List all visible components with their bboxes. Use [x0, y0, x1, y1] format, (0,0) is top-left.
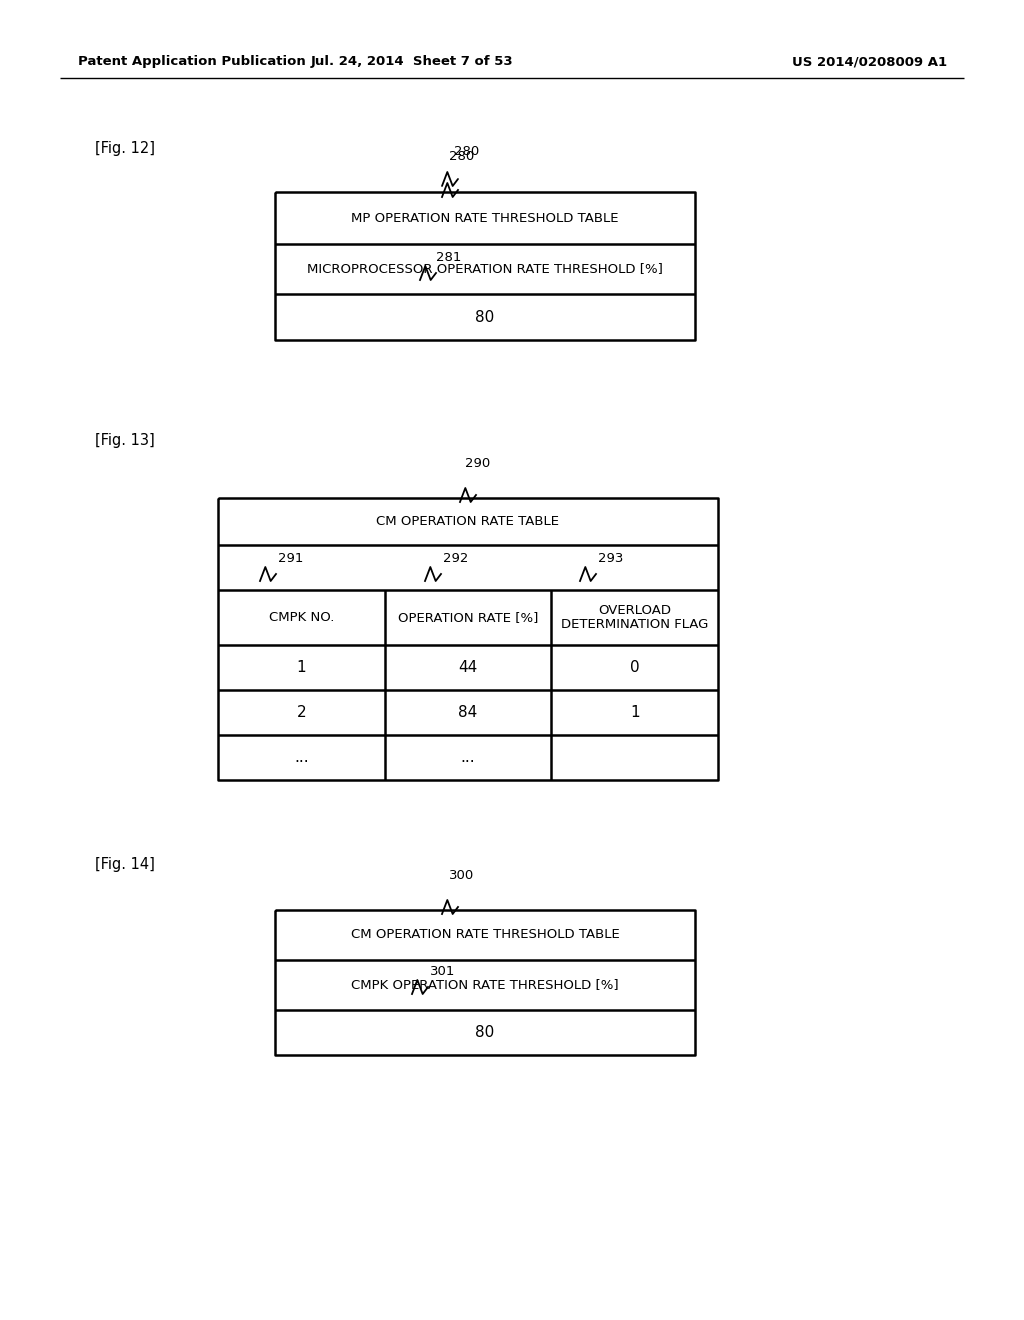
Text: [Fig. 12]: [Fig. 12]: [95, 140, 155, 156]
Text: 1: 1: [297, 660, 306, 675]
Text: 300: 300: [450, 869, 475, 882]
Text: 80: 80: [475, 309, 495, 325]
Text: CMPK NO.: CMPK NO.: [268, 611, 334, 624]
Text: CM OPERATION RATE TABLE: CM OPERATION RATE TABLE: [377, 515, 559, 528]
Text: 280: 280: [455, 145, 479, 158]
Text: CMPK OPERATION RATE THRESHOLD [%]: CMPK OPERATION RATE THRESHOLD [%]: [351, 978, 618, 991]
Text: [Fig. 13]: [Fig. 13]: [95, 433, 155, 447]
Text: 301: 301: [430, 965, 456, 978]
Text: Patent Application Publication: Patent Application Publication: [78, 55, 306, 69]
Text: MICROPROCESSOR OPERATION RATE THRESHOLD [%]: MICROPROCESSOR OPERATION RATE THRESHOLD …: [307, 263, 663, 276]
Text: 84: 84: [459, 705, 477, 719]
Text: CM OPERATION RATE THRESHOLD TABLE: CM OPERATION RATE THRESHOLD TABLE: [350, 928, 620, 941]
Text: 80: 80: [475, 1026, 495, 1040]
Text: MP OPERATION RATE THRESHOLD TABLE: MP OPERATION RATE THRESHOLD TABLE: [351, 211, 618, 224]
Text: ...: ...: [294, 750, 308, 766]
Text: 290: 290: [465, 457, 490, 470]
Text: [Fig. 14]: [Fig. 14]: [95, 858, 155, 873]
Text: Jul. 24, 2014  Sheet 7 of 53: Jul. 24, 2014 Sheet 7 of 53: [310, 55, 513, 69]
Text: US 2014/0208009 A1: US 2014/0208009 A1: [793, 55, 947, 69]
Text: OVERLOAD
DETERMINATION FLAG: OVERLOAD DETERMINATION FLAG: [561, 603, 709, 631]
Text: 280: 280: [450, 150, 475, 162]
Text: 292: 292: [443, 552, 468, 565]
Text: 1: 1: [630, 705, 639, 719]
Text: 44: 44: [459, 660, 477, 675]
Text: 281: 281: [436, 251, 462, 264]
Text: 291: 291: [278, 552, 303, 565]
Text: 293: 293: [598, 552, 624, 565]
Text: OPERATION RATE [%]: OPERATION RATE [%]: [397, 611, 539, 624]
Text: ...: ...: [461, 750, 475, 766]
Text: 0: 0: [630, 660, 639, 675]
Text: 2: 2: [297, 705, 306, 719]
